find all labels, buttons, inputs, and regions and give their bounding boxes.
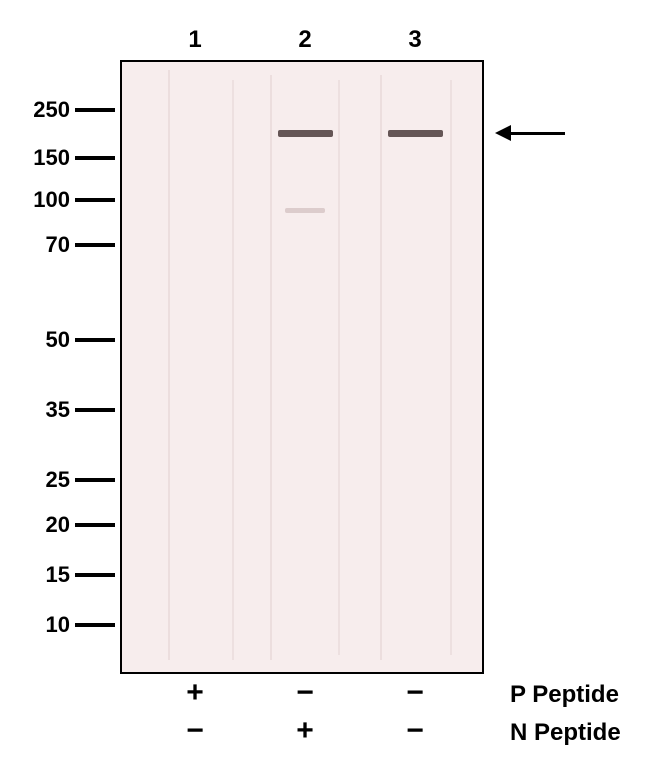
marker-label-8: 15: [0, 562, 70, 588]
marker-tick-4: [75, 338, 115, 342]
band-0: [278, 130, 333, 137]
pep-sym-1-2: −: [395, 714, 435, 748]
marker-tick-7: [75, 523, 115, 527]
lane-streak-4: [380, 75, 382, 660]
pep-label-1: N Peptide: [510, 719, 621, 747]
marker-label-5: 35: [0, 397, 70, 423]
arrow-head-icon: [495, 125, 511, 141]
lane-streak-0: [168, 70, 170, 660]
marker-tick-1: [75, 156, 115, 160]
pep-sym-0-0: +: [175, 676, 215, 710]
marker-label-6: 25: [0, 467, 70, 493]
marker-tick-2: [75, 198, 115, 202]
pep-label-0: P Peptide: [510, 681, 619, 709]
blot-background: [122, 62, 482, 672]
blot-membrane: [120, 60, 484, 674]
marker-label-2: 100: [0, 187, 70, 213]
marker-tick-6: [75, 478, 115, 482]
marker-label-4: 50: [0, 327, 70, 353]
lane-streak-3: [338, 80, 340, 655]
pep-sym-0-2: −: [395, 676, 435, 710]
pep-sym-0-1: −: [285, 676, 325, 710]
arrow-line: [511, 132, 565, 135]
marker-tick-3: [75, 243, 115, 247]
lane-header-1: 1: [175, 26, 215, 54]
pep-sym-1-0: −: [175, 714, 215, 748]
marker-tick-9: [75, 623, 115, 627]
marker-tick-5: [75, 408, 115, 412]
marker-label-0: 250: [0, 97, 70, 123]
marker-label-9: 10: [0, 612, 70, 638]
band-2: [285, 208, 325, 213]
marker-tick-0: [75, 108, 115, 112]
marker-label-3: 70: [0, 232, 70, 258]
lane-header-2: 2: [285, 26, 325, 54]
marker-tick-8: [75, 573, 115, 577]
lane-header-3: 3: [395, 26, 435, 54]
lane-streak-2: [270, 75, 272, 660]
band-1: [388, 130, 443, 137]
marker-label-7: 20: [0, 512, 70, 538]
pep-sym-1-1: +: [285, 714, 325, 748]
lane-streak-5: [450, 80, 452, 655]
marker-label-1: 150: [0, 145, 70, 171]
lane-streak-1: [232, 80, 234, 660]
